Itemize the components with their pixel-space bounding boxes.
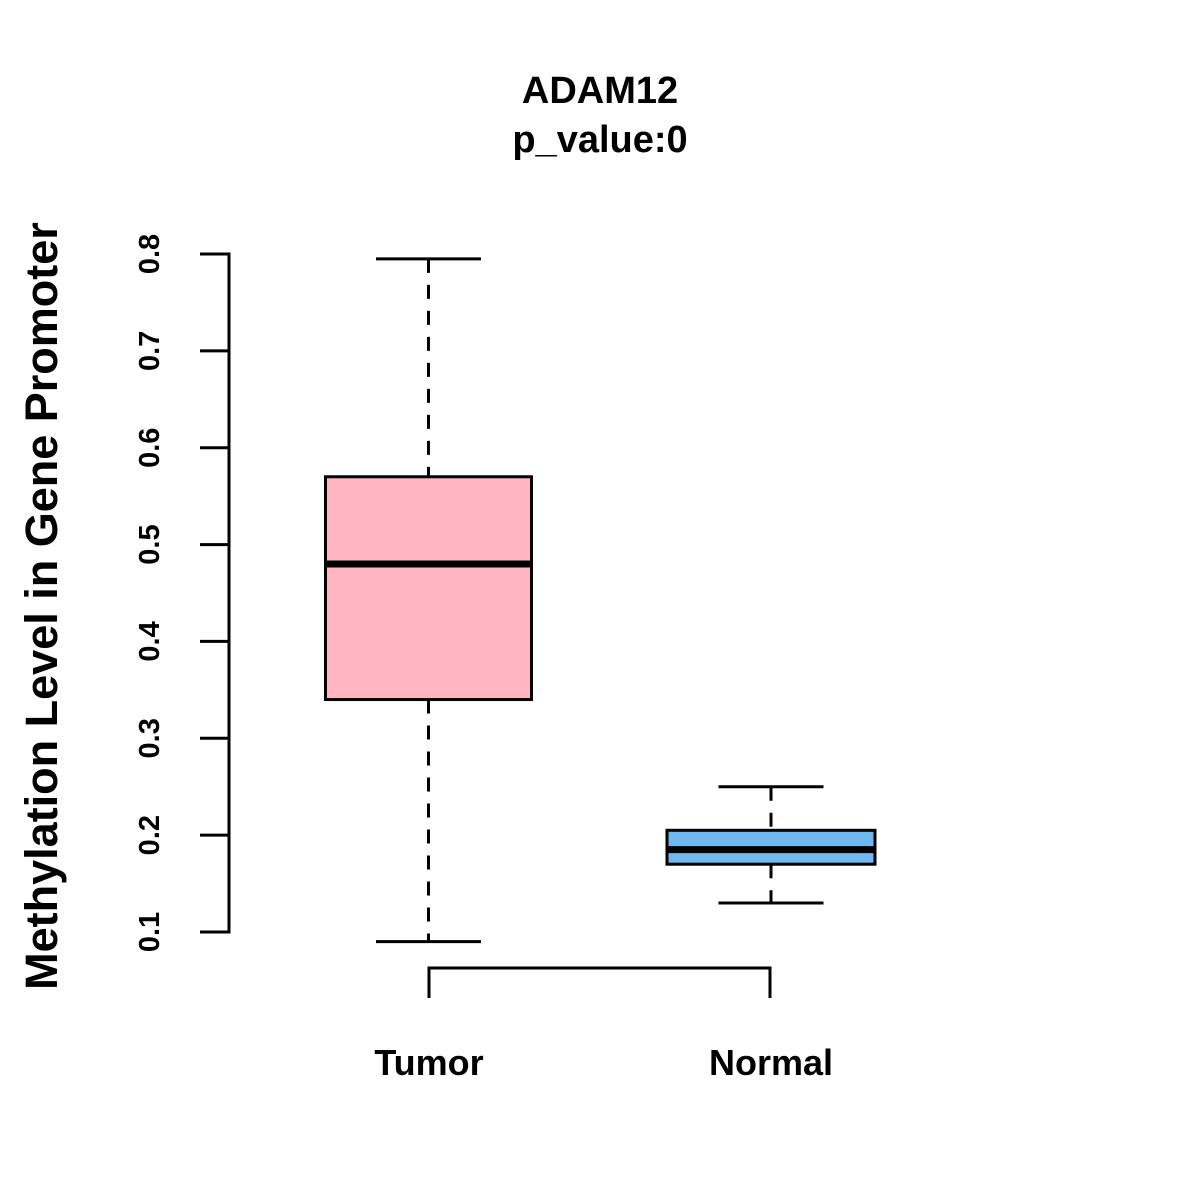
y-tick-label: 0.6 [134,428,166,468]
chart-title: ADAM12 [521,70,679,112]
y-tick-label: 0.2 [134,815,166,855]
iqr-box [324,475,533,702]
chart-subtitle: p_value:0 [512,119,688,161]
y-tick-label: 0.1 [134,912,166,952]
boxplot-normal [665,785,877,905]
x-tick-label-tumor: Tumor [374,1042,484,1083]
boxplot-tumor [324,257,533,944]
y-tick-label: 0.8 [134,234,166,274]
y-tick-label: 0.7 [134,331,166,371]
y-tick-label: 0.5 [134,524,166,564]
y-tick-label: 0.4 [134,621,166,661]
x-tick-label-normal: Normal [708,1042,834,1083]
y-tick-label: 0.3 [134,718,166,758]
